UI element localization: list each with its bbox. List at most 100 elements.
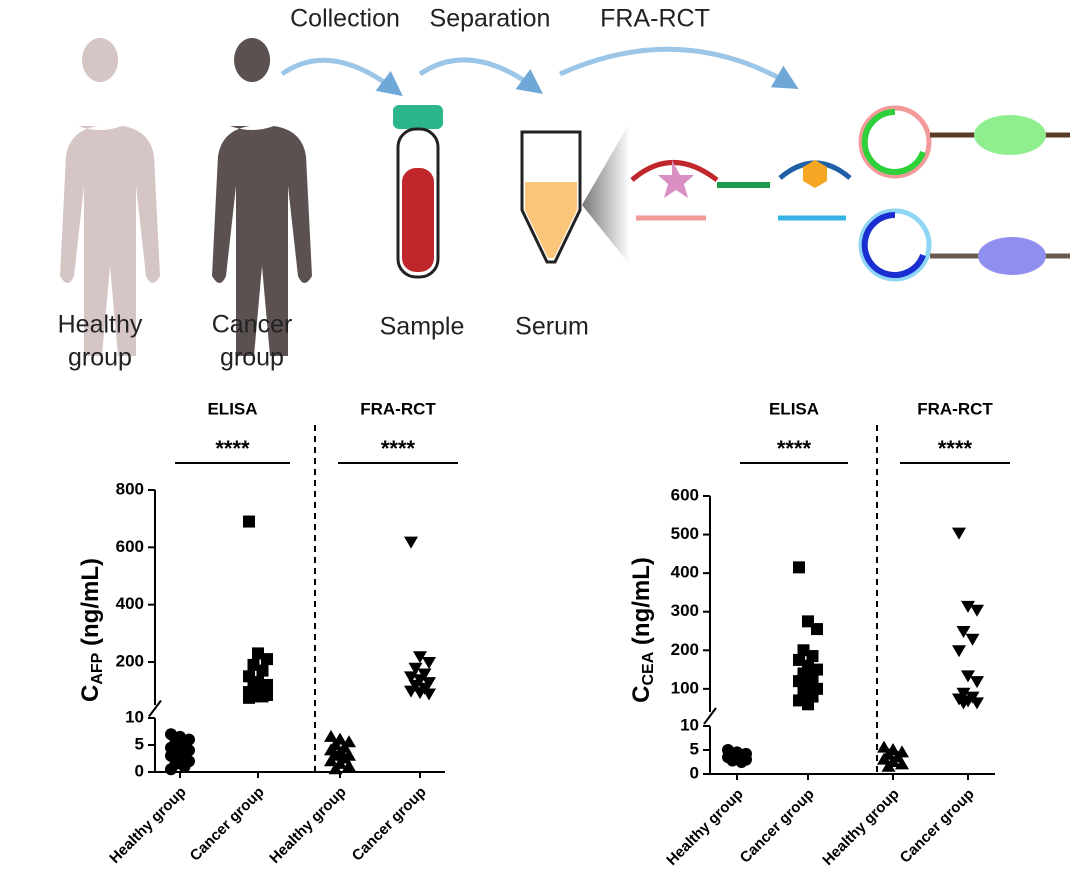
y-axis-label-part: (ng/mL) [628,557,655,652]
point [256,690,269,703]
y-axis-label-part: CEA [640,651,657,685]
point [261,653,273,666]
cancer-silhouette [212,38,312,356]
y-axis-label: CCEA (ng/mL) [628,557,657,703]
y-tick-label: 400 [116,594,144,613]
arrow [558,46,799,90]
serum [525,182,577,258]
point [895,757,909,770]
point [952,645,966,658]
point [956,697,971,710]
x-tick-label: Healthy group [106,784,189,867]
y-tick-label: 500 [671,524,699,543]
y-tick-label: 5 [135,734,144,753]
method-label: FRA-RCT [360,399,436,418]
group-label: Cancer [212,311,293,339]
x-tick-label: Healthy group [266,784,349,867]
point [952,527,966,540]
circle [858,105,932,179]
group-label: group [220,344,284,372]
point [970,604,984,617]
item-label: Sample [380,313,465,341]
point [970,697,984,710]
item-label: Serum [515,313,589,341]
point [342,759,356,772]
y-axis-label-part: (ng/mL) [77,558,104,653]
y-tick-label: 10 [125,707,144,726]
method-label: FRA-RCT [917,399,993,418]
point [793,561,805,574]
point [970,676,984,689]
y-tick-label: 5 [690,739,699,758]
point [165,763,177,776]
x-tick-label: Cancer group [187,784,268,865]
point [328,762,343,775]
blob [978,237,1046,275]
axis-break [703,707,717,725]
point [806,650,819,663]
point [802,698,814,711]
point [324,729,338,742]
x-tick-label: Healthy group [663,786,746,869]
point [422,688,436,701]
point [811,623,823,636]
point [404,536,418,549]
step-label: FRA-RCT [600,5,710,33]
significance: **** [938,436,973,461]
y-tick-label: 200 [116,651,144,670]
x-tick-label: Cancer group [897,786,978,867]
blob [974,115,1046,155]
y-tick-label: 300 [671,601,699,620]
method-label: ELISA [207,399,257,418]
point [965,633,980,646]
y-tick-label: 800 [116,479,144,498]
point [413,651,427,664]
tube-cap [393,105,443,129]
point [243,515,255,528]
step-label: Separation [430,5,551,33]
y-tick-label: 0 [690,763,699,782]
blood [402,168,434,272]
group-label: group [68,344,132,372]
point [961,600,975,613]
significance: **** [381,436,416,461]
point [956,626,971,638]
y-axis-label-part: C [77,685,104,702]
circle [858,208,932,282]
y-tick-label: 600 [671,485,699,504]
point [961,670,975,683]
arc [861,108,926,175]
point [881,759,896,772]
y-tick-label: 10 [680,715,699,734]
point [256,664,269,677]
x-tick-label: Cancer group [737,786,818,867]
point [735,756,748,768]
y-tick-label: 400 [671,563,699,582]
healthy-silhouette [60,38,160,356]
y-axis-label: CAFP (ng/mL) [77,558,106,702]
y-tick-label: 100 [671,678,699,697]
zoom [582,122,630,265]
y-axis-label-part: C [628,686,655,703]
x-tick-label: Cancer group [349,784,430,865]
x-tick-label: Healthy group [819,786,902,869]
arrow [280,57,403,97]
step-label: Collection [290,5,400,33]
group-label: Healthy [58,311,143,339]
arrow [418,57,544,94]
point [178,760,191,773]
point [243,691,255,704]
point [324,754,338,767]
significance: **** [777,436,812,461]
point [408,662,423,675]
y-tick-label: 0 [135,761,144,780]
point [422,657,436,669]
antigen [803,160,827,188]
y-tick-label: 600 [116,537,144,556]
axis-break [148,699,162,718]
y-tick-label: 200 [671,640,699,659]
diagram: Collection Separation FRA-RCT Healthy gr… [58,5,1070,372]
y-axis-label-part: AFP [89,652,106,684]
point [726,754,739,767]
